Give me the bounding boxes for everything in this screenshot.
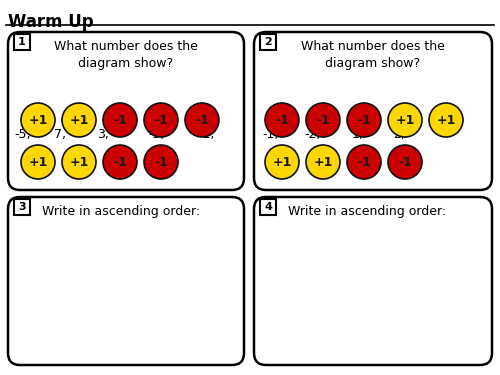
Text: 7,: 7, bbox=[54, 128, 66, 141]
Text: 2: 2 bbox=[264, 37, 272, 47]
Circle shape bbox=[103, 103, 137, 137]
Circle shape bbox=[388, 145, 422, 179]
Text: 3: 3 bbox=[18, 202, 26, 212]
Text: 0: 0 bbox=[352, 114, 360, 127]
Text: -1: -1 bbox=[357, 114, 371, 126]
Text: 0: 0 bbox=[120, 114, 128, 127]
Text: Write in ascending order:: Write in ascending order: bbox=[42, 205, 200, 218]
Circle shape bbox=[21, 103, 55, 137]
Text: Warm Up: Warm Up bbox=[8, 13, 93, 31]
FancyBboxPatch shape bbox=[14, 199, 30, 215]
Text: 1: 1 bbox=[18, 37, 26, 47]
Circle shape bbox=[62, 103, 96, 137]
Text: -1: -1 bbox=[195, 114, 209, 126]
Text: +1: +1 bbox=[28, 156, 48, 168]
Text: -1: -1 bbox=[316, 114, 330, 126]
Circle shape bbox=[21, 145, 55, 179]
Circle shape bbox=[347, 103, 381, 137]
FancyBboxPatch shape bbox=[254, 197, 492, 365]
Text: +1: +1 bbox=[70, 156, 88, 168]
Circle shape bbox=[265, 103, 299, 137]
Text: 0.5,: 0.5, bbox=[304, 114, 328, 127]
Text: -1: -1 bbox=[113, 156, 127, 168]
Text: +1: +1 bbox=[314, 156, 332, 168]
Text: 4: 4 bbox=[264, 202, 272, 212]
Text: 1,: 1, bbox=[352, 128, 364, 141]
Text: Write in ascending order:: Write in ascending order: bbox=[288, 205, 446, 218]
Circle shape bbox=[144, 145, 178, 179]
Text: -1: -1 bbox=[154, 114, 168, 126]
Text: 2,: 2, bbox=[393, 128, 405, 141]
Text: +1: +1 bbox=[436, 114, 456, 126]
Text: -5,: -5, bbox=[14, 128, 30, 141]
Circle shape bbox=[265, 145, 299, 179]
Text: 3,: 3, bbox=[97, 128, 109, 141]
Text: +1: +1 bbox=[28, 114, 48, 126]
Text: +1: +1 bbox=[70, 114, 88, 126]
Text: -3,: -3, bbox=[148, 128, 164, 141]
Circle shape bbox=[388, 103, 422, 137]
Text: -1: -1 bbox=[398, 156, 412, 168]
Text: +1: +1 bbox=[272, 156, 291, 168]
FancyBboxPatch shape bbox=[260, 199, 276, 215]
Text: What number does the
diagram show?: What number does the diagram show? bbox=[54, 40, 198, 70]
FancyBboxPatch shape bbox=[14, 34, 30, 50]
Text: -1: -1 bbox=[275, 114, 289, 126]
FancyBboxPatch shape bbox=[260, 34, 276, 50]
Text: -: - bbox=[440, 128, 444, 141]
Text: -2,: -2, bbox=[304, 128, 320, 141]
FancyBboxPatch shape bbox=[8, 197, 244, 365]
Circle shape bbox=[185, 103, 219, 137]
Circle shape bbox=[429, 103, 463, 137]
Circle shape bbox=[306, 145, 340, 179]
Circle shape bbox=[144, 103, 178, 137]
Text: -1: -1 bbox=[113, 114, 127, 126]
Circle shape bbox=[62, 145, 96, 179]
Text: What number does the
diagram show?: What number does the diagram show? bbox=[301, 40, 445, 70]
FancyBboxPatch shape bbox=[8, 32, 244, 190]
Text: +1: +1 bbox=[396, 114, 414, 126]
Circle shape bbox=[347, 145, 381, 179]
Text: -1,: -1, bbox=[198, 128, 214, 141]
Text: -1: -1 bbox=[154, 156, 168, 168]
Circle shape bbox=[306, 103, 340, 137]
Text: -1,: -1, bbox=[262, 128, 278, 141]
FancyBboxPatch shape bbox=[254, 32, 492, 190]
Circle shape bbox=[103, 145, 137, 179]
Text: -1: -1 bbox=[357, 156, 371, 168]
